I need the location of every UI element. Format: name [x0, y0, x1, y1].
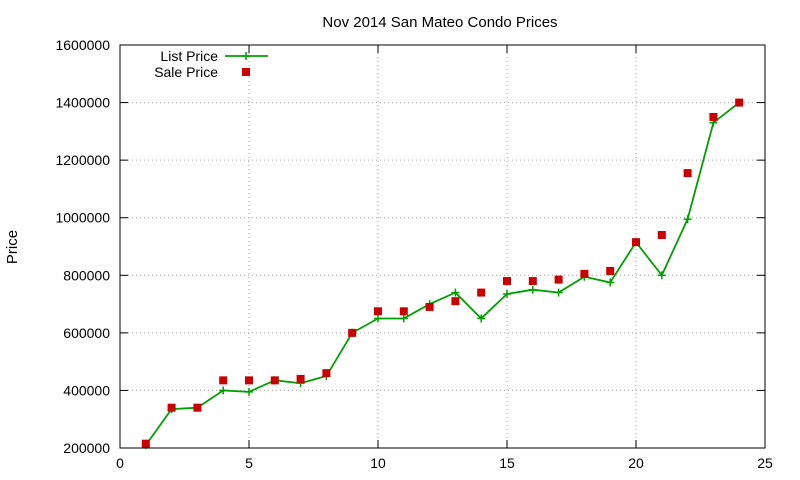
data-point [399, 307, 408, 316]
y-axis-label: Price [4, 230, 21, 264]
chart-title: Nov 2014 San Mateo Condo Prices [322, 14, 557, 31]
data-point [606, 266, 615, 275]
axis-ticks: 200000 400000 600000 800000 1000000 1200000 14… [55, 37, 773, 471]
data-point [451, 288, 460, 297]
data-point [270, 376, 279, 385]
data-point [374, 314, 382, 323]
data-point [528, 277, 537, 286]
data-point [657, 230, 666, 239]
y-tick-label: 600000 [63, 325, 110, 341]
series-list-price [141, 98, 744, 450]
data-point [322, 369, 331, 378]
series-sale-price [141, 98, 744, 448]
data-point [477, 288, 486, 297]
data-point [632, 238, 640, 247]
y-tick-label: 200000 [63, 440, 110, 456]
x-tick-label: 5 [245, 455, 253, 471]
plot-frame [119, 44, 766, 449]
data-point [374, 307, 382, 316]
data-point [296, 374, 305, 383]
y-tick-label: 400000 [63, 382, 110, 398]
data-point [606, 278, 615, 287]
data-point [141, 439, 150, 448]
legend-marker [242, 68, 250, 76]
x-tick-label: 25 [757, 455, 773, 471]
data-point [554, 288, 563, 297]
data-point [503, 289, 511, 298]
y-tick-label: 1200000 [55, 152, 110, 168]
data-point [219, 376, 228, 385]
data-point [451, 297, 460, 306]
data-point [399, 314, 408, 323]
legend-label: Sale Price [154, 64, 218, 80]
x-tick-label: 0 [116, 455, 124, 471]
data-point [528, 285, 537, 294]
data-point [683, 215, 692, 224]
legend-marker [242, 52, 250, 60]
data-point [503, 277, 511, 286]
data-point [193, 403, 202, 412]
y-tick-label: 800000 [63, 267, 110, 283]
data-point [245, 376, 253, 385]
series-line [145, 101, 740, 446]
y-tick-label: 1000000 [55, 210, 110, 226]
y-tick-label: 1600000 [55, 37, 110, 53]
data-point [167, 403, 176, 412]
data-point [657, 271, 666, 280]
plot-series [141, 98, 744, 450]
data-point [709, 112, 718, 121]
grid [120, 45, 765, 448]
x-tick-label: 20 [628, 455, 644, 471]
data-point [245, 387, 253, 396]
y-tick-label: 1400000 [55, 95, 110, 111]
data-point [477, 314, 486, 323]
legend-label: List Price [160, 48, 218, 64]
data-point [580, 269, 589, 278]
data-point [348, 328, 357, 337]
x-tick-label: 10 [370, 455, 386, 471]
data-point [425, 302, 434, 311]
data-point [735, 98, 744, 107]
data-point [219, 386, 228, 395]
data-point [683, 169, 692, 178]
x-tick-label: 15 [499, 455, 515, 471]
data-point [554, 275, 563, 284]
